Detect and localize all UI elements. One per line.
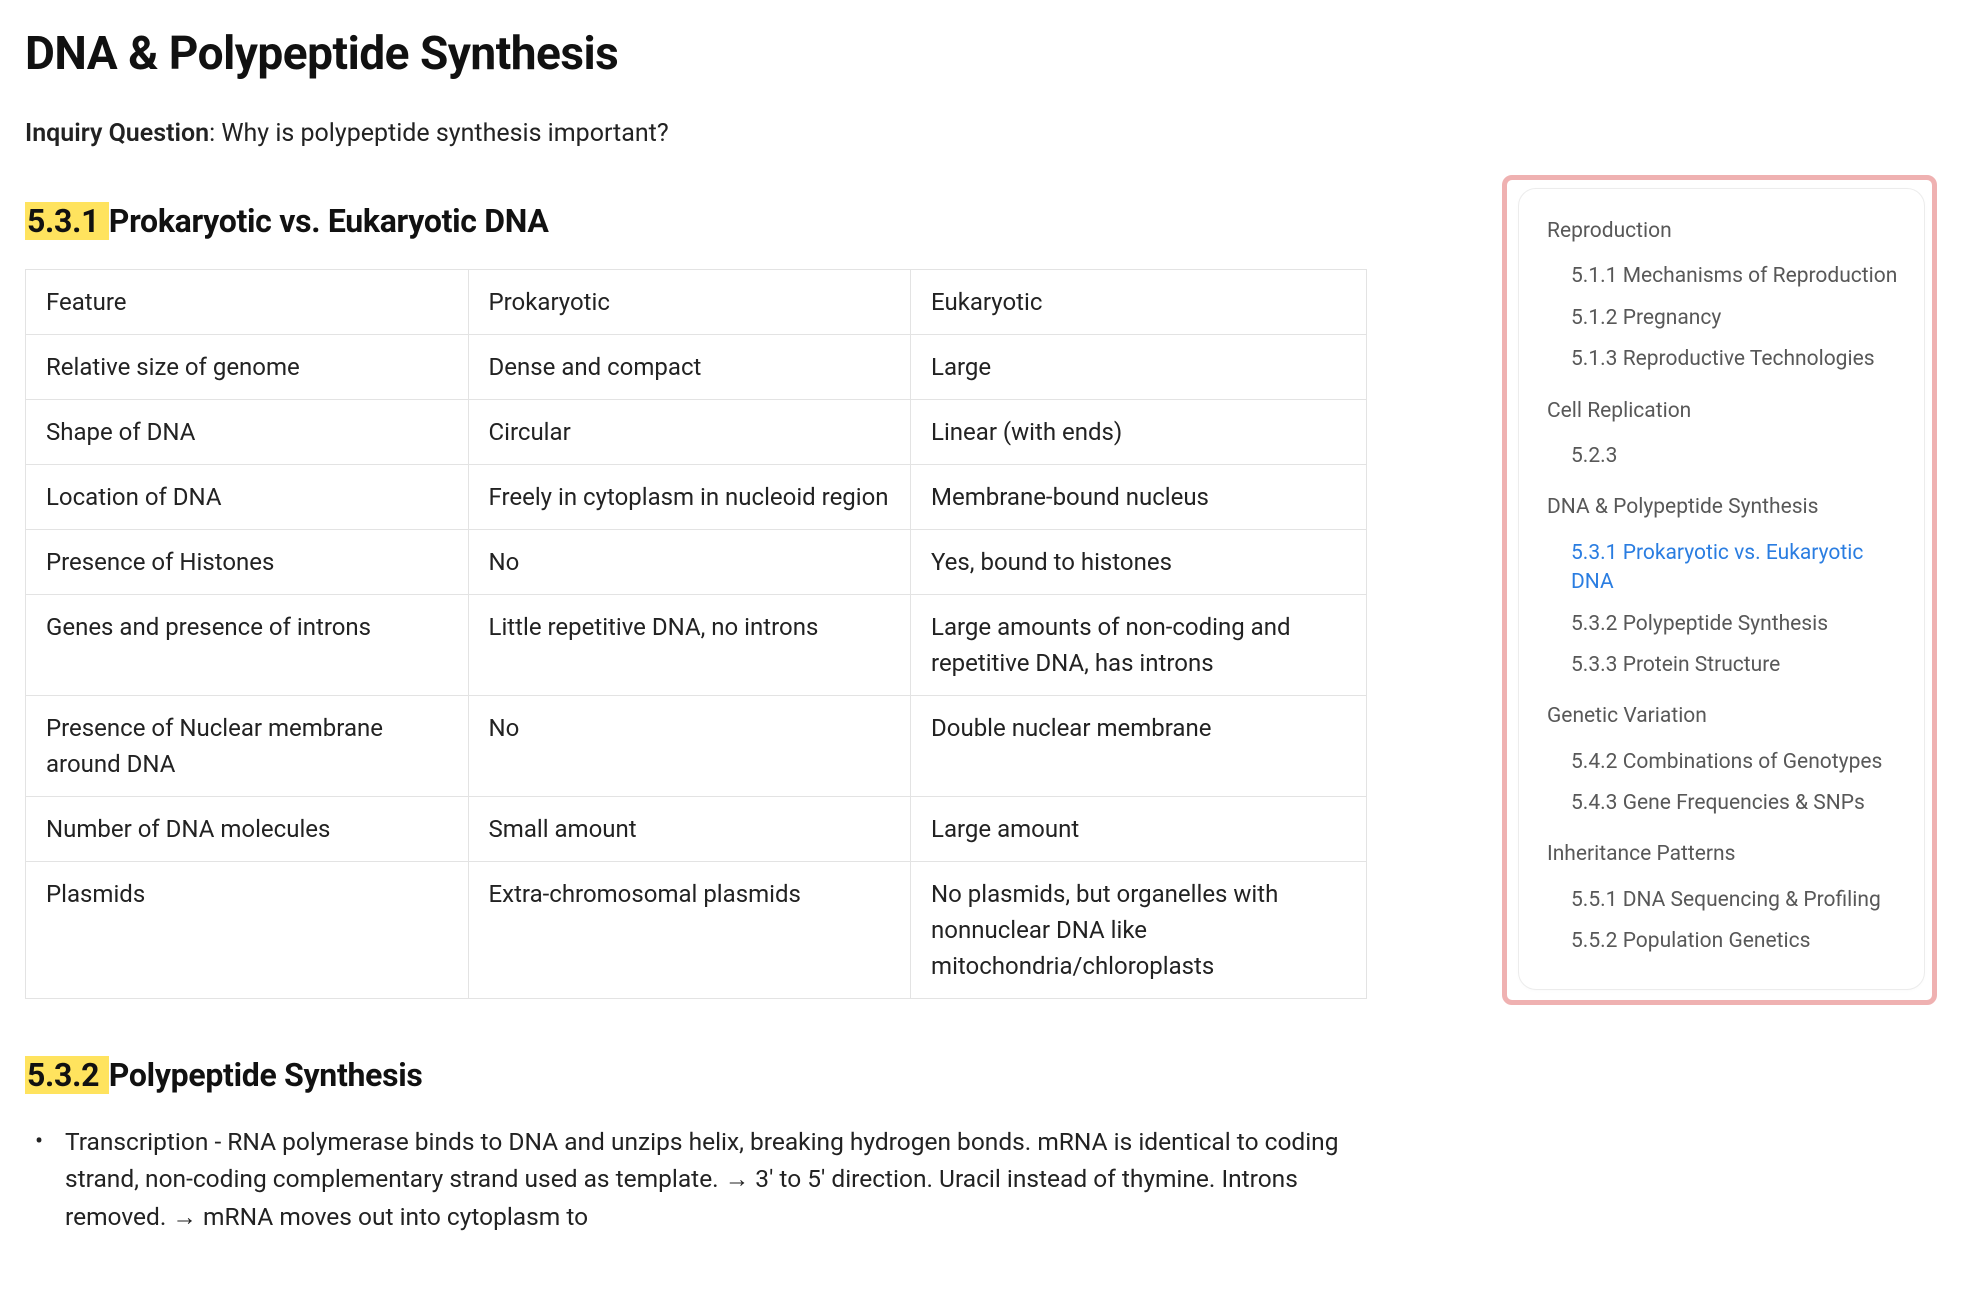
table-cell: Plasmids (26, 861, 469, 998)
table-cell: Genes and presence of introns (26, 594, 469, 695)
table-cell: Freely in cytoplasm in nucleoid region (468, 464, 911, 529)
table-header-cell: Prokaryotic (468, 269, 911, 334)
table-row: PlasmidsExtra-chromosomal plasmidsNo pla… (26, 861, 1367, 998)
section-number-531: 5.3.1 (25, 202, 109, 240)
toc-item[interactable]: 5.3.1 Prokaryotic vs. Eukaryotic DNA (1547, 533, 1898, 604)
table-row: Number of DNA moleculesSmall amountLarge… (26, 796, 1367, 861)
toc-item[interactable]: 5.4.2 Combinations of Genotypes (1547, 742, 1898, 783)
table-cell: Large (911, 334, 1367, 399)
bullets-list: Transcription - RNA polymerase binds to … (25, 1123, 1367, 1237)
toc-group-title[interactable]: Reproduction (1547, 217, 1898, 246)
table-cell: Circular (468, 399, 911, 464)
table-row: Genes and presence of intronsLittle repe… (26, 594, 1367, 695)
section-heading-531: 5.3.1 Prokaryotic vs. Eukaryotic DNA (25, 197, 1367, 245)
table-row: Location of DNAFreely in cytoplasm in nu… (26, 464, 1367, 529)
table-cell: Presence of Histones (26, 529, 469, 594)
toc-sidebar: Reproduction 5.1.1 Mechanisms of Reproduc… (1518, 188, 1925, 990)
table-row: Presence of HistonesNoYes, bound to hist… (26, 529, 1367, 594)
table-cell: Presence of Nuclear membrane around DNA (26, 695, 469, 796)
sidebar-column: Reproduction 5.1.1 Mechanisms of Reproduc… (1502, 20, 1937, 1236)
section-heading-532: 5.3.2 Polypeptide Synthesis (25, 1051, 1367, 1099)
table-header-row: FeatureProkaryoticEukaryotic (26, 269, 1367, 334)
page-root: DNA & Polypeptide Synthesis Inquiry Ques… (25, 20, 1937, 1236)
table-cell: Dense and compact (468, 334, 911, 399)
table-cell: Double nuclear membrane (911, 695, 1367, 796)
toc-group-title[interactable]: DNA & Polypeptide Synthesis (1547, 493, 1898, 522)
inquiry-text: : Why is polypeptide synthesis important… (209, 119, 669, 148)
table-cell: No (468, 695, 911, 796)
table-cell: Number of DNA molecules (26, 796, 469, 861)
table-cell: Yes, bound to histones (911, 529, 1367, 594)
toc-group-title[interactable]: Cell Replication (1547, 397, 1898, 426)
section-number-532: 5.3.2 (25, 1056, 109, 1094)
table-cell: Small amount (468, 796, 911, 861)
toc-item[interactable]: 5.1.3 Reproductive Technologies (1547, 339, 1898, 380)
table-header-cell: Feature (26, 269, 469, 334)
toc-item[interactable]: 5.4.3 Gene Frequencies & SNPs (1547, 783, 1898, 824)
table-header-cell: Eukaryotic (911, 269, 1367, 334)
toc-item[interactable]: 5.3.3 Protein Structure (1547, 645, 1898, 686)
table-cell: Location of DNA (26, 464, 469, 529)
table-cell: Large amounts of non-coding and repetiti… (911, 594, 1367, 695)
toc-item[interactable]: 5.5.1 DNA Sequencing & Profiling (1547, 880, 1898, 921)
page-title: DNA & Polypeptide Synthesis (25, 20, 1367, 89)
table-row: Presence of Nuclear membrane around DNAN… (26, 695, 1367, 796)
table-cell: Membrane-bound nucleus (911, 464, 1367, 529)
comparison-table: FeatureProkaryoticEukaryotic Relative si… (25, 269, 1367, 999)
inquiry-label: Inquiry Question (25, 119, 209, 148)
section-title-532: Polypeptide Synthesis (109, 1056, 423, 1094)
table-cell: Extra-chromosomal plasmids (468, 861, 911, 998)
list-item: Transcription - RNA polymerase binds to … (59, 1123, 1367, 1237)
table-cell: Little repetitive DNA, no introns (468, 594, 911, 695)
table-head: FeatureProkaryoticEukaryotic (26, 269, 1367, 334)
toc-group-title[interactable]: Inheritance Patterns (1547, 840, 1898, 869)
main-content: DNA & Polypeptide Synthesis Inquiry Ques… (25, 20, 1367, 1236)
toc-item[interactable]: 5.1.1 Mechanisms of Reproduction (1547, 256, 1898, 297)
toc-item[interactable]: 5.3.2 Polypeptide Synthesis (1547, 604, 1898, 645)
table-row: Relative size of genomeDense and compact… (26, 334, 1367, 399)
toc-item[interactable]: 5.5.2 Population Genetics (1547, 921, 1898, 962)
table-cell: Relative size of genome (26, 334, 469, 399)
toc-group-title[interactable]: Genetic Variation (1547, 702, 1898, 731)
table-row: Shape of DNACircularLinear (with ends) (26, 399, 1367, 464)
inquiry-line: Inquiry Question: Why is polypeptide syn… (25, 115, 1367, 153)
table-cell: No (468, 529, 911, 594)
toc-item[interactable]: 5.1.2 Pregnancy (1547, 298, 1898, 339)
table-cell: No plasmids, but organelles with nonnucl… (911, 861, 1367, 998)
section-title-531: Prokaryotic vs. Eukaryotic DNA (109, 202, 549, 240)
table-cell: Shape of DNA (26, 399, 469, 464)
table-cell: Linear (with ends) (911, 399, 1367, 464)
toc-item[interactable]: 5.2.3 (1547, 436, 1898, 477)
sidebar-highlight-frame: Reproduction 5.1.1 Mechanisms of Reproduc… (1502, 175, 1937, 1005)
table-body: Relative size of genomeDense and compact… (26, 334, 1367, 998)
table-cell: Large amount (911, 796, 1367, 861)
